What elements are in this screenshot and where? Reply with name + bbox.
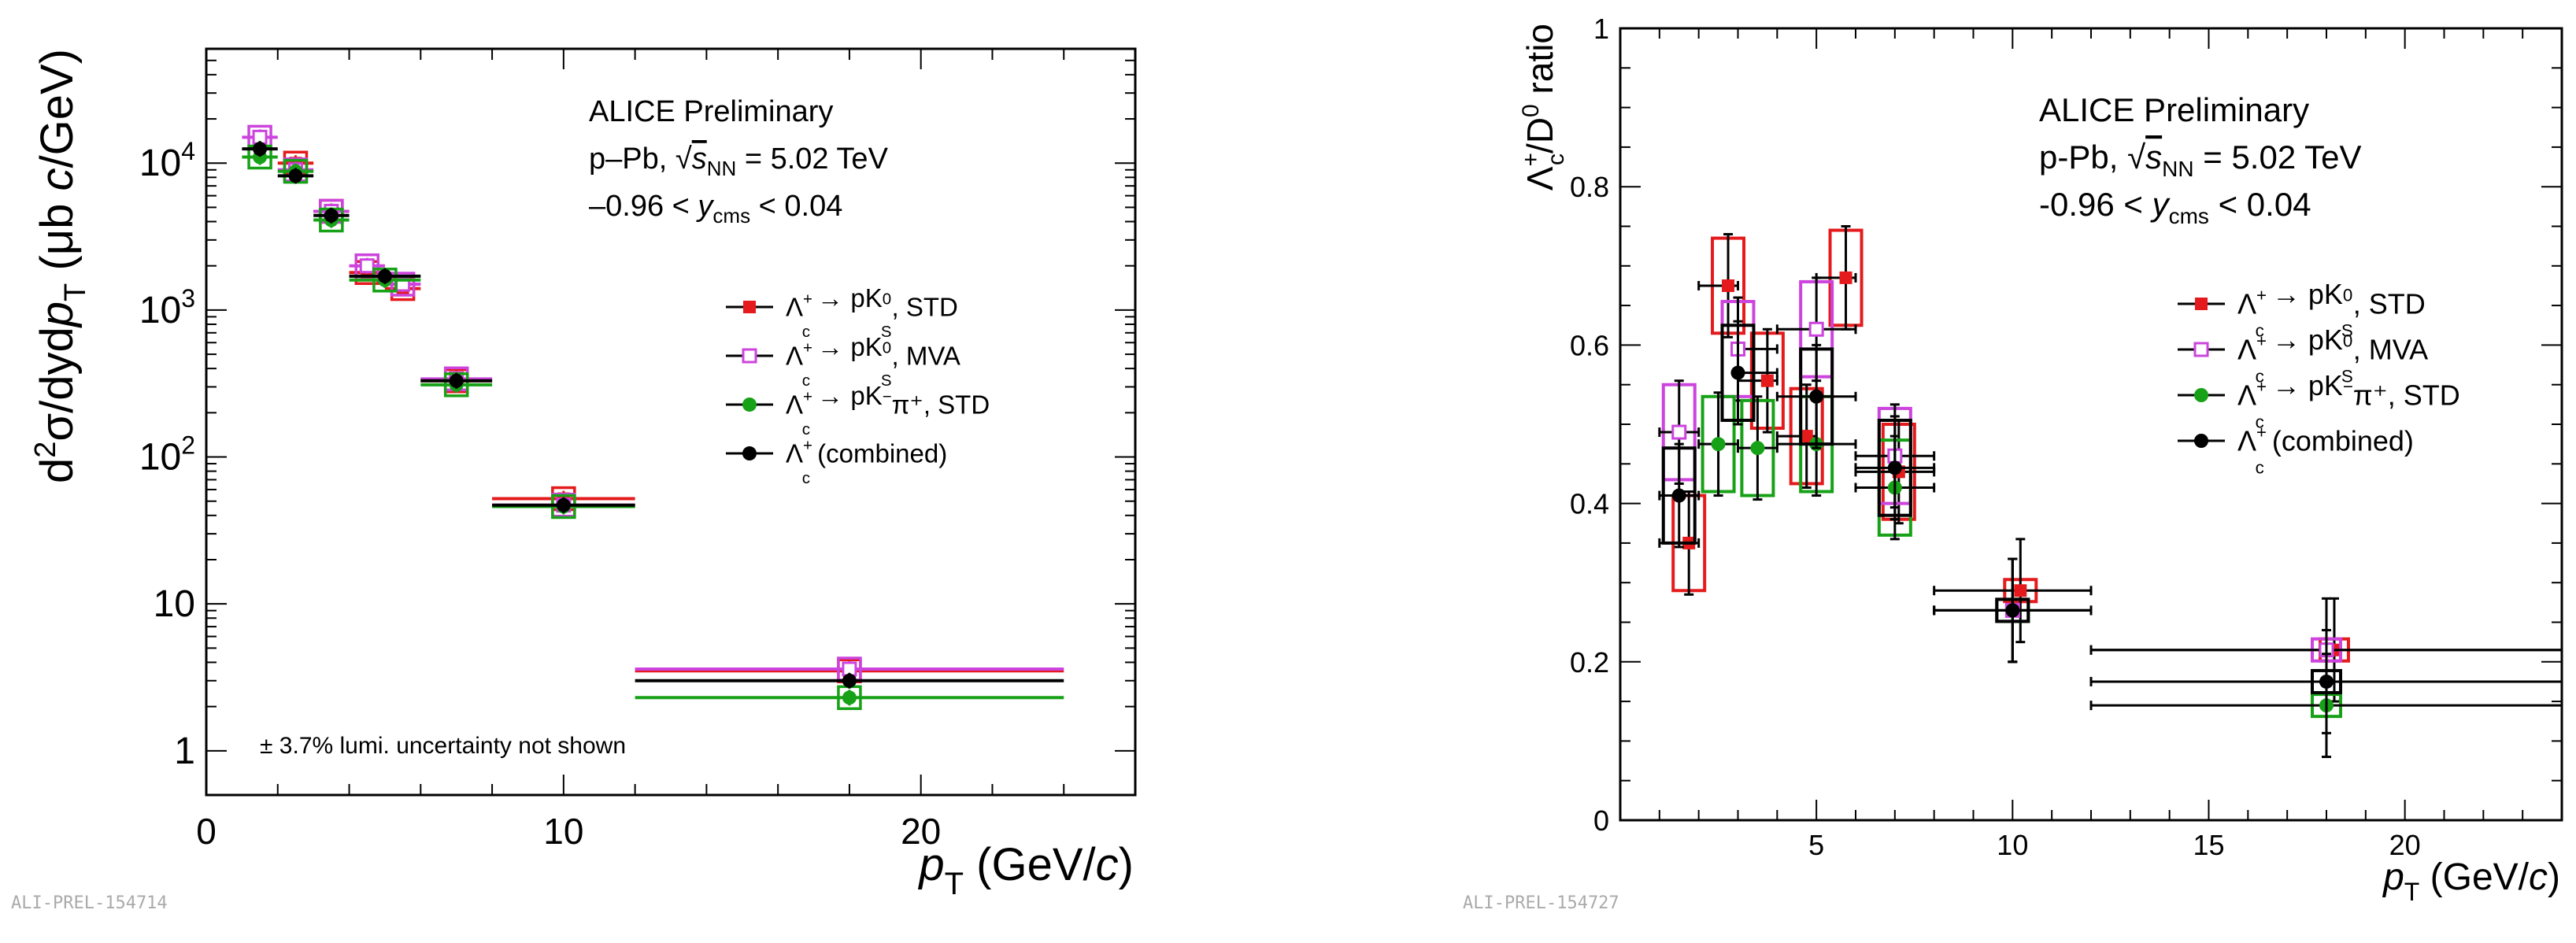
data-point <box>253 142 268 157</box>
left-y-tick-label: 10 <box>154 583 195 625</box>
data-point <box>1671 488 1686 503</box>
right-x-axis-title: pT (GeV/c) <box>2382 856 2560 906</box>
left-header-line3: –0.96 < ycms < 0.04 <box>589 190 842 227</box>
data-point <box>1750 441 1765 456</box>
data-point <box>324 208 339 223</box>
left-plot-frame <box>205 47 1137 797</box>
right-header-line3: -0.96 < ycms < 0.04 <box>2039 186 2311 228</box>
data-point <box>842 673 857 688</box>
data-point <box>1800 430 1813 443</box>
left-x-tick-label: 0 <box>196 811 217 852</box>
data-point <box>1730 365 1745 380</box>
left-header-line2: p–Pb, √sNN = 5.02 TeV <box>589 142 889 180</box>
data-point <box>1722 279 1735 292</box>
left-axes: 0 10 20 1 10 102 103 104 <box>139 48 1136 852</box>
lumi-note: ± 3.7% lumi. uncertainty not shown <box>260 733 626 759</box>
left-y-tick-label: 104 <box>139 137 195 184</box>
left-x-tick-label: 20 <box>901 811 941 852</box>
data-point <box>1809 389 1824 404</box>
legend-label: Λ+ c → pK0 S, MVA <box>786 332 960 390</box>
legend-marker <box>2194 434 2208 448</box>
legend-marker <box>2193 342 2209 357</box>
right-y-tick-label: 0 <box>1593 804 1609 837</box>
left-y-axis-title: d2σ/dydpT (μb c/GeV) <box>29 49 92 483</box>
right-y-tick-label: 0.4 <box>1570 488 1609 520</box>
data-point <box>449 373 464 388</box>
data-point <box>556 497 571 512</box>
data-point <box>359 258 375 274</box>
data-point <box>2005 603 2020 618</box>
legend-label: Λ+ c → pK−π⁺, STD <box>786 381 990 438</box>
left-footer-id: ALI-PREL-154714 <box>11 893 168 913</box>
right-x-tick-label: 20 <box>2389 829 2421 861</box>
right-axes: 5 10 15 20 0 0.2 0.4 0.6 0.8 1 <box>1570 13 2563 861</box>
data-point <box>2014 584 2027 597</box>
data-point <box>2319 674 2334 689</box>
left-sqrt-sign: √ <box>675 142 692 176</box>
legend-marker <box>742 398 757 412</box>
data-point <box>1839 271 1852 284</box>
data-point <box>1671 424 1687 440</box>
left-x-axis-title: pT (GeV/c) <box>917 839 1134 901</box>
right-data-layer <box>1658 225 2563 759</box>
right-y-tick-label: 0.8 <box>1570 171 1609 203</box>
legend-label: Λ+ c → pK0 S, STD <box>786 283 958 341</box>
data-point <box>1711 437 1726 452</box>
right-y-tick-label: 0.2 <box>1570 646 1609 679</box>
left-y-tick-label: 103 <box>139 284 195 331</box>
legend-marker <box>742 446 757 460</box>
right-y-tick-label: 0.6 <box>1570 329 1609 361</box>
legend-marker <box>742 348 757 364</box>
right-y-axis-title: Λ+c/D0 ratio <box>1518 24 1569 190</box>
legend-marker <box>2195 298 2208 310</box>
right-x-tick-label: 10 <box>1997 829 2028 861</box>
left-x-tick-label: 10 <box>543 811 583 852</box>
legend-marker <box>2194 388 2208 402</box>
right-y-tick-label: 1 <box>1593 13 1609 45</box>
right-sqrt-sign: √ <box>2127 139 2146 176</box>
data-point <box>1808 321 1824 337</box>
left-header-line1: ALICE Preliminary <box>589 95 833 128</box>
data-point <box>288 168 303 183</box>
legend-label: Λ+ c (combined) <box>786 437 947 487</box>
left-y-tick-label: 1 <box>174 730 195 772</box>
legend-label: Λ+ c → pK−π⁺, STD <box>2237 369 2460 431</box>
legend-label: Λ+ c → pK0 S, MVA <box>2237 324 2428 386</box>
data-point <box>1887 460 1902 475</box>
left-data-layer <box>242 124 1064 711</box>
right-footer-id: ALI-PREL-154727 <box>1463 893 1619 913</box>
right-x-tick-label: 5 <box>1808 829 1824 861</box>
data-point <box>842 690 857 705</box>
cross-section-panel: 0 10 20 1 10 102 103 104 ALICE Preliminary p–Pb… <box>11 47 1137 913</box>
data-point <box>1760 374 1774 387</box>
left-y-tick-label: 102 <box>139 431 195 479</box>
legend-marker <box>743 301 756 313</box>
legend-label: Λ+ c → pK0 S, STD <box>2237 278 2426 340</box>
right-x-tick-label: 15 <box>2193 829 2224 861</box>
legend-label: Λ+ c (combined) <box>2237 422 2414 477</box>
data-point <box>377 268 392 283</box>
right-header-line1: ALICE Preliminary <box>2039 91 2309 128</box>
right-header-line2: p-Pb, √sNN = 5.02 TeV <box>2039 139 2361 181</box>
